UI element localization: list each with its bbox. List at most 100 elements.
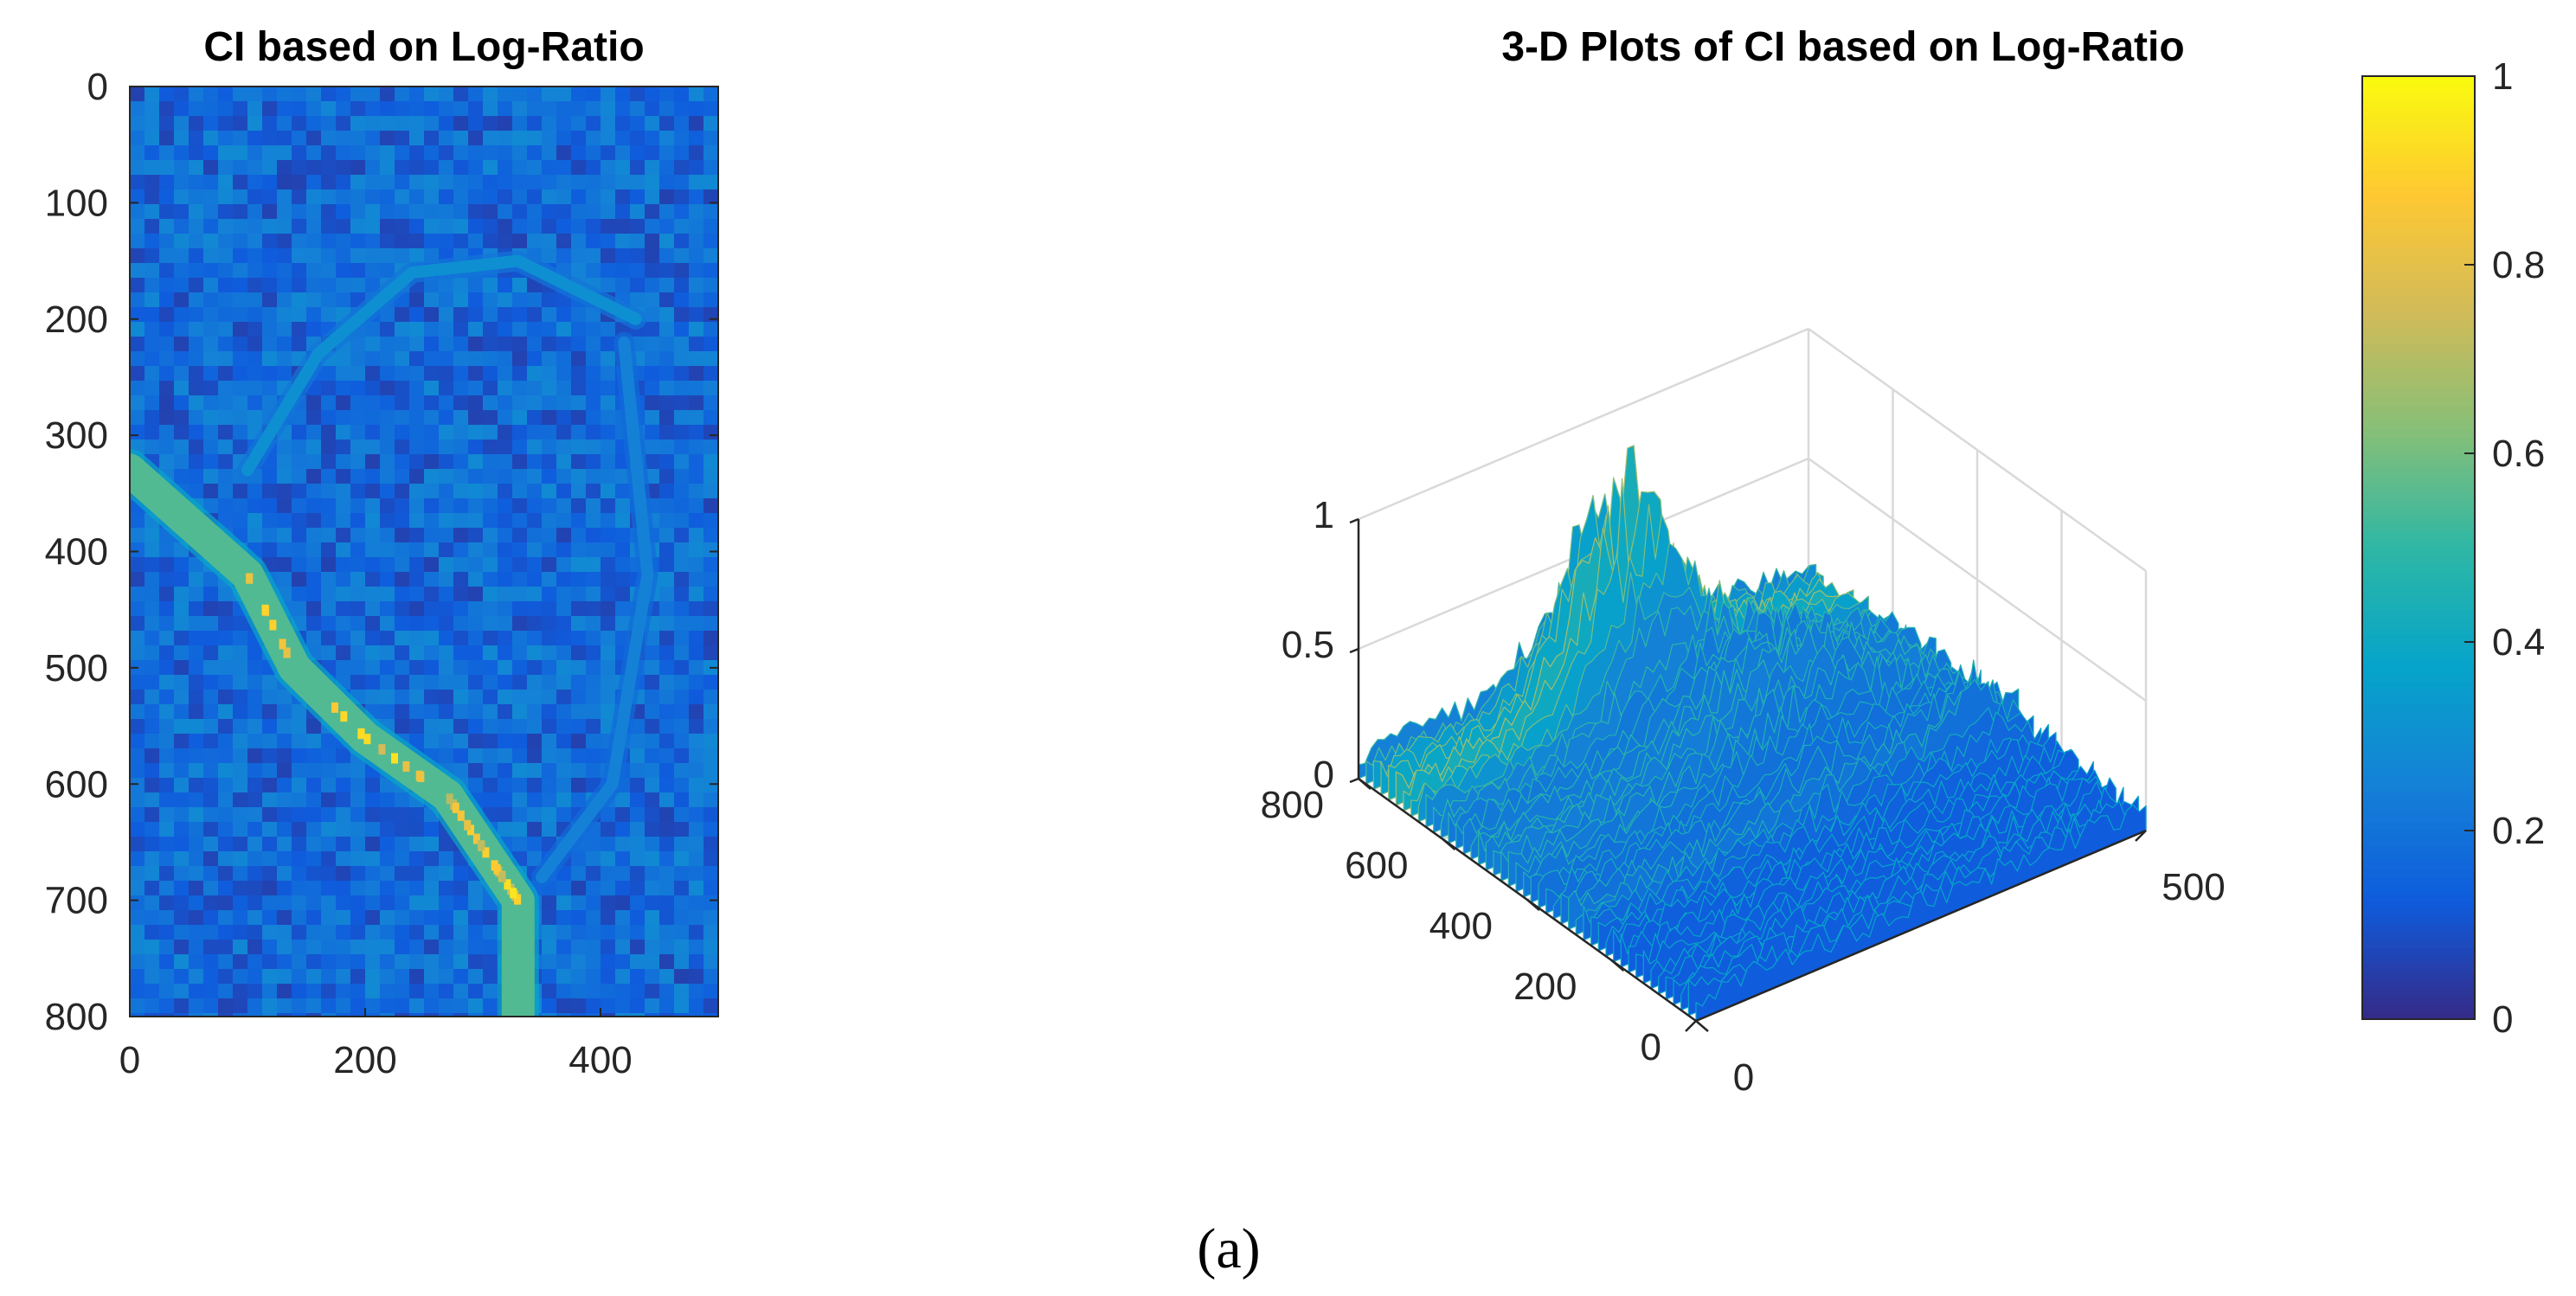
heatmap-cell [145,940,160,955]
heatmap-cell [630,248,646,264]
heatmap-cell [203,292,219,308]
heatmap-cell [159,101,175,117]
heatmap-cell [483,792,498,808]
heatmap-cell [218,998,234,1014]
heatmap-cell [350,410,366,426]
heatmap-cell [130,631,145,646]
heatmap-cell [527,807,543,823]
heatmap-cell [262,895,278,911]
heatmap-cell [336,87,351,102]
heatmap-cell [350,513,366,529]
heatmap-cell [468,660,484,676]
colorbar-band [2362,469,2475,478]
heatmap-cell [439,645,454,661]
heatmap-cell [512,278,528,293]
heatmap-cell [674,542,690,558]
heatmap-cell [483,778,498,793]
heatmap-cell [615,513,631,529]
heatmap-cell [336,940,351,955]
heatmap-cell [542,145,557,161]
heatmap-cell [145,866,160,882]
heatmap-cell [130,145,145,161]
heatmap-cell [527,837,543,852]
heatmap-cell [674,690,690,705]
heatmap-cell [145,675,160,690]
heatmap-cell [659,263,675,279]
heatmap-cell [365,381,381,396]
heatmap-cell [306,954,322,970]
heatmap-cell [483,101,498,117]
heatmap-cell [306,263,322,279]
heatmap-cell [350,601,366,617]
colorbar-band [2362,948,2475,958]
heatmap-cell [512,734,528,749]
heatmap-cell [277,851,292,867]
colorbar-band [2362,225,2475,234]
heatmap-cell [571,940,587,955]
heatmap-cell [630,263,646,279]
colorbar-band [2362,265,2475,273]
heatmap-hotspot [514,894,522,905]
heatmap-cell [306,998,322,1014]
heatmap-cell [512,454,528,470]
heatmap-cell [145,307,160,323]
heatmap-cell [601,542,616,558]
heatmap-cell [674,910,690,926]
heatmap-cell [189,351,204,367]
heatmap-cell [483,131,498,146]
colorbar-band [2362,186,2475,196]
heatmap-cell [159,175,175,190]
heatmap-cell [247,145,263,161]
surface-x-tick-mark [2135,830,2147,842]
heatmap-cell [615,925,631,940]
heatmap-cell [350,954,366,970]
heatmap-cell [380,601,395,617]
heatmap-cell [439,145,454,161]
heatmap-cell [203,248,219,264]
heatmap-cell [527,145,543,161]
colorbar-band [2362,555,2475,564]
heatmap-cell [321,954,337,970]
heatmap-cell [130,557,145,573]
heatmap-cell [233,101,248,117]
heatmap-cell [218,381,234,396]
heatmap-cell [468,557,484,573]
heatmap-cell [542,322,557,337]
heatmap-cell [601,910,616,926]
heatmap-cell [571,572,587,587]
heatmap-cell [512,719,528,735]
heatmap-cell [409,910,425,926]
heatmap-cell [145,410,160,426]
heatmap-cell [542,234,557,249]
heatmap-cell [601,160,616,176]
heatmap-cell [350,572,366,587]
heatmap-cell [586,263,601,279]
heatmap-cell [218,439,234,455]
heatmap-cell [130,734,145,749]
heatmap-cell [409,807,425,823]
heatmap-cell [586,116,601,132]
heatmap-cell [542,513,557,529]
heatmap-cell [277,837,292,852]
heatmap-cell [159,1013,175,1017]
heatmap-cell [145,763,160,779]
heatmap-cell [601,439,616,455]
heatmap-cell [527,87,543,102]
heatmap-cell [247,219,263,234]
heatmap-cell [247,307,263,323]
heatmap-cell [395,528,410,543]
heatmap-cell [174,954,190,970]
heatmap-cell [203,234,219,249]
heatmap-cell [527,513,543,529]
surface-z-tick-mark [1349,777,1359,784]
heatmap-cell [645,131,660,146]
heatmap-cell [395,954,410,970]
heatmap-cell [380,925,395,940]
heatmap-cell [586,866,601,882]
heatmap-cell [498,704,513,720]
heatmap-cell [159,248,175,264]
heatmap-cell [321,601,337,617]
heatmap-cell [659,528,675,543]
heatmap-cell [645,704,660,720]
